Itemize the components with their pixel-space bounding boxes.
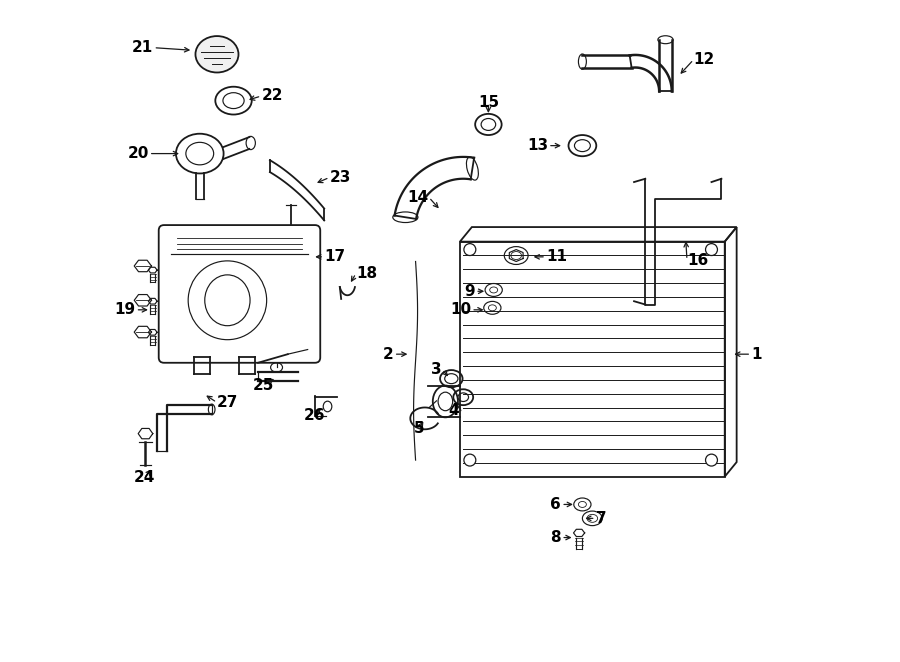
Text: 23: 23 [329,170,351,185]
Text: 25: 25 [253,378,274,393]
Text: 20: 20 [128,146,148,161]
Text: 26: 26 [303,408,325,423]
Text: 14: 14 [408,190,428,205]
Circle shape [706,454,717,466]
Circle shape [464,454,476,466]
Text: 22: 22 [261,89,283,103]
Ellipse shape [433,385,458,417]
Text: 21: 21 [132,40,153,55]
Text: 6: 6 [551,497,562,512]
Text: 13: 13 [526,138,548,153]
Text: 3: 3 [431,362,442,377]
Ellipse shape [195,36,239,73]
Text: 16: 16 [687,253,708,267]
Text: 8: 8 [551,530,562,545]
Text: 7: 7 [596,511,607,526]
Text: 24: 24 [133,471,155,485]
Text: 18: 18 [356,266,377,281]
Text: 9: 9 [464,284,475,299]
Text: 10: 10 [450,303,472,317]
Text: 2: 2 [383,347,393,361]
Circle shape [464,244,476,256]
Text: 11: 11 [546,250,567,264]
Text: 4: 4 [448,403,459,418]
Text: 19: 19 [114,303,136,317]
Text: 15: 15 [478,95,499,110]
Circle shape [706,244,717,256]
Text: 1: 1 [752,347,761,361]
Text: 12: 12 [694,52,715,67]
Text: 17: 17 [324,250,346,264]
Text: 5: 5 [414,422,424,436]
Text: 27: 27 [217,395,239,410]
